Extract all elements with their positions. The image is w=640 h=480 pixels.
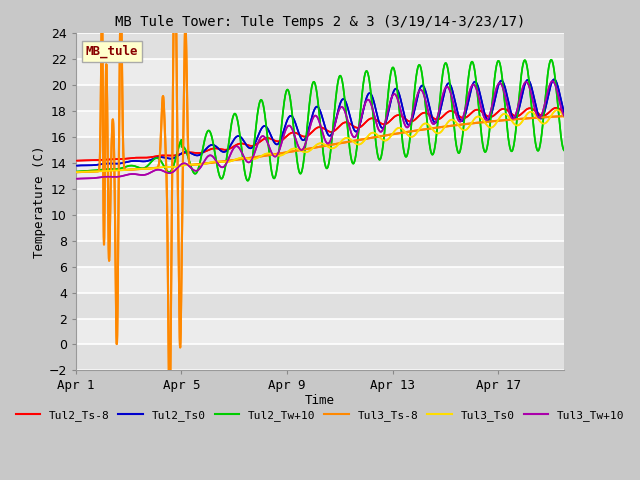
Bar bbox=[76, 137, 564, 163]
Bar bbox=[76, 33, 564, 59]
Bar bbox=[76, 240, 564, 266]
Title: MB Tule Tower: Tule Temps 2 & 3 (3/19/14-3/23/17): MB Tule Tower: Tule Temps 2 & 3 (3/19/14… bbox=[115, 15, 525, 29]
X-axis label: Time: Time bbox=[305, 394, 335, 407]
Bar bbox=[76, 85, 564, 111]
Bar bbox=[76, 266, 564, 292]
Text: MB_tule: MB_tule bbox=[86, 45, 138, 58]
Bar bbox=[76, 345, 564, 371]
Bar bbox=[76, 163, 564, 189]
Bar bbox=[76, 111, 564, 137]
Bar bbox=[76, 292, 564, 319]
Bar bbox=[76, 215, 564, 240]
Legend: Tul2_Ts-8, Tul2_Ts0, Tul2_Tw+10, Tul3_Ts-8, Tul3_Ts0, Tul3_Tw+10: Tul2_Ts-8, Tul2_Ts0, Tul2_Tw+10, Tul3_Ts… bbox=[11, 406, 629, 426]
Bar bbox=[76, 59, 564, 85]
Y-axis label: Temperature (C): Temperature (C) bbox=[33, 145, 45, 258]
Bar bbox=[76, 189, 564, 215]
Bar bbox=[76, 319, 564, 345]
